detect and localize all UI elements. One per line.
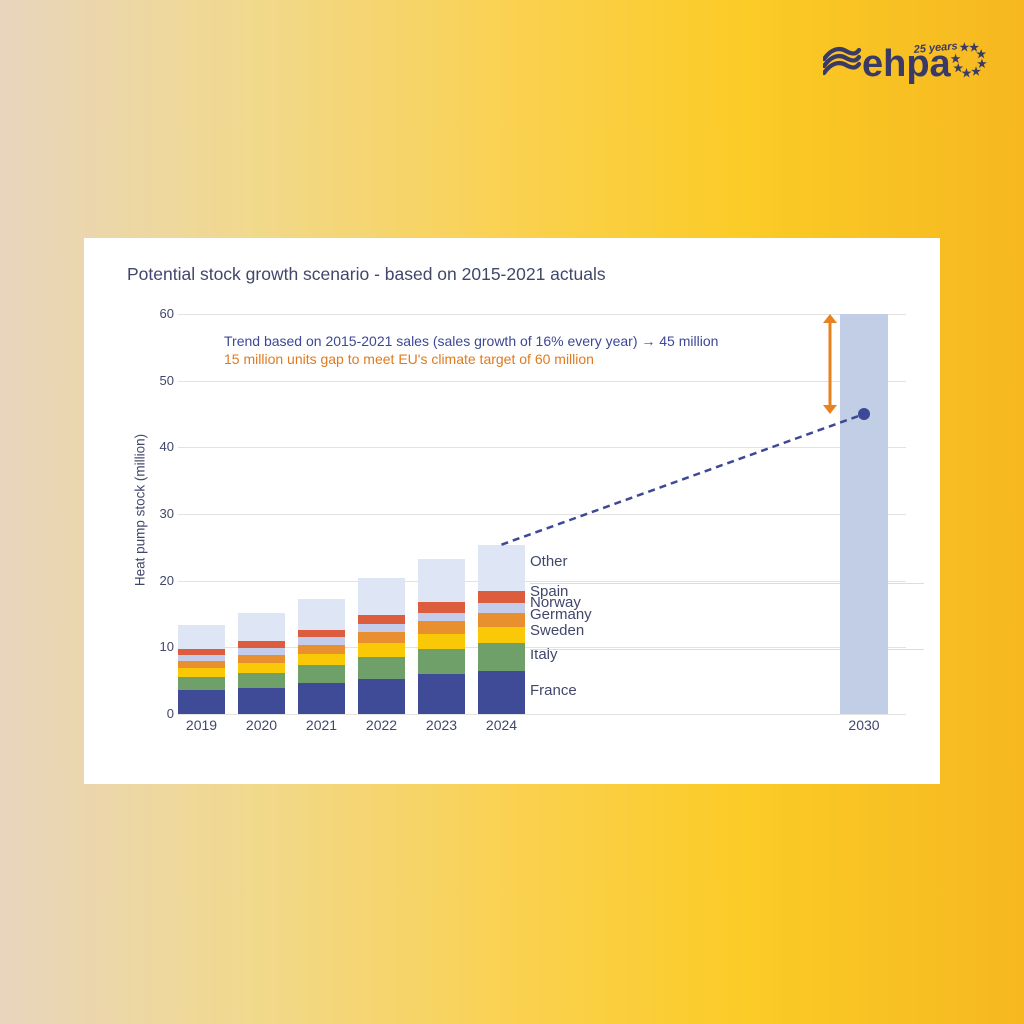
svg-text:25 years: 25 years [912, 40, 958, 56]
